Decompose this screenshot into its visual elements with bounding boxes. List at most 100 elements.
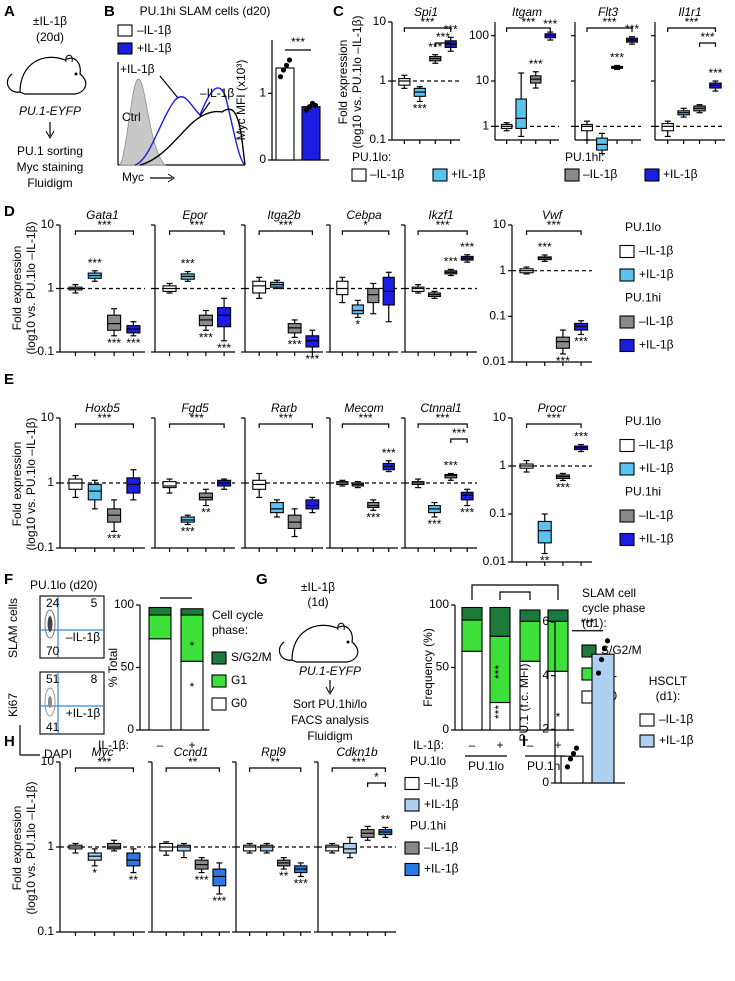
gene-name: Mecom xyxy=(344,401,383,415)
quadrant-value: 5 xyxy=(91,596,98,610)
legend-title: cycle phase xyxy=(582,601,646,615)
mouse xyxy=(278,624,359,663)
significance: *** xyxy=(291,35,305,49)
legend-label: G1 xyxy=(231,673,247,687)
box xyxy=(198,492,213,501)
significance: *** xyxy=(217,341,231,355)
box xyxy=(126,477,141,494)
significance: *** xyxy=(352,755,366,769)
step: FACS analysis xyxy=(291,713,369,727)
significance: *** xyxy=(547,411,561,425)
significance: *** xyxy=(708,66,722,80)
legend-label: –IL-1β xyxy=(583,167,617,181)
box xyxy=(661,123,675,132)
significance: ** xyxy=(381,813,391,827)
bar-segment xyxy=(461,606,483,621)
legend-label: +IL-1β xyxy=(663,167,698,181)
legend-label: –IL-1β xyxy=(424,840,458,854)
legend-swatch xyxy=(404,776,420,791)
significance: *** xyxy=(88,256,102,270)
bracket xyxy=(471,584,559,600)
legend-label: +IL-1β xyxy=(639,461,674,475)
significance: * xyxy=(363,218,368,232)
bracket xyxy=(586,27,633,32)
significance: * xyxy=(190,680,195,694)
significance: *** xyxy=(107,532,121,546)
box xyxy=(87,483,102,501)
y-tick-label: 10 xyxy=(41,754,55,768)
y-tick-label: 0 xyxy=(259,152,266,166)
bracket xyxy=(74,767,135,772)
box xyxy=(259,844,274,852)
y-tick-label: 100 xyxy=(429,597,449,611)
y-tick-label: 1 xyxy=(482,119,489,133)
arrow-head xyxy=(325,686,335,696)
legend-label: +IL-1β xyxy=(639,338,674,352)
box xyxy=(176,844,191,852)
significance: *** xyxy=(529,57,543,71)
significance: *** xyxy=(492,665,506,679)
mouse-eye xyxy=(346,640,350,644)
legend-swatch xyxy=(564,168,580,182)
flow-condition: +IL-1β xyxy=(66,706,101,720)
y-tick-label: 1 xyxy=(259,86,266,100)
flow-label: SLAM cells xyxy=(6,598,20,658)
y-tick-label: 0.1 xyxy=(489,506,506,520)
y-tick-label: 0 xyxy=(442,722,449,736)
ctrl-curve xyxy=(119,78,167,166)
y-tick-label: 100 xyxy=(114,597,134,611)
legend-swatch xyxy=(619,509,635,523)
point xyxy=(303,107,310,113)
significance: *** xyxy=(366,510,380,524)
legend-swatch xyxy=(619,244,635,259)
y-axis-label: % Total xyxy=(106,648,120,687)
flow-plots xyxy=(19,595,105,756)
y-tick-label: 100 xyxy=(469,28,489,42)
box xyxy=(107,314,122,331)
contour xyxy=(44,609,56,639)
treatment: (1d) xyxy=(307,595,328,609)
group-label: PU.1hi xyxy=(527,759,563,773)
panel-label: I xyxy=(522,733,526,750)
arrow-head xyxy=(45,130,55,140)
legend-group: PU.1lo: xyxy=(352,150,391,164)
step: PU.1 sorting xyxy=(17,144,83,158)
y-axis-label: Frequency (%) xyxy=(421,628,435,707)
gene-name: Vwf xyxy=(542,208,564,222)
point xyxy=(567,756,574,762)
y-tick-label: 1 xyxy=(499,263,506,277)
y-axis-label: (log10 vs. PU.1lo –IL-1β) xyxy=(24,222,38,355)
significance: *** xyxy=(421,15,435,29)
bracket xyxy=(331,767,386,772)
significance: ** xyxy=(188,755,198,769)
legend-label: –IL-1β xyxy=(137,23,171,37)
x-tick-label: – xyxy=(469,738,476,752)
legend-group: PU.1lo xyxy=(410,754,446,768)
y-tick-label: 1 xyxy=(47,281,54,295)
legend-label: –IL-1β xyxy=(424,776,458,790)
point xyxy=(604,638,611,644)
significance: *** xyxy=(521,15,535,29)
panel-label: H xyxy=(4,733,15,750)
box xyxy=(351,304,364,315)
significance: *** xyxy=(359,411,373,425)
significance: *** xyxy=(444,459,458,473)
y-axis-label: (log10 vs. PU.1lo –IL-1β) xyxy=(350,16,364,149)
hist-label: Ctrl xyxy=(122,110,141,124)
significance: *** xyxy=(97,411,111,425)
bar-segment xyxy=(519,609,541,622)
y-tick-label: 1 xyxy=(499,458,506,472)
legend-group: PU.1lo xyxy=(625,414,661,428)
quadrant-value: 70 xyxy=(46,644,60,658)
y-tick-label: 0.1 xyxy=(489,309,506,323)
significance: *** xyxy=(212,894,226,908)
quadrant-value: 41 xyxy=(46,720,60,734)
bracket xyxy=(403,27,452,32)
significance: ** xyxy=(271,755,281,769)
legend-swatch xyxy=(619,438,635,453)
significance: *** xyxy=(181,257,195,271)
y-tick-label: 0.01 xyxy=(483,554,507,568)
box xyxy=(411,286,425,292)
box xyxy=(537,520,552,544)
